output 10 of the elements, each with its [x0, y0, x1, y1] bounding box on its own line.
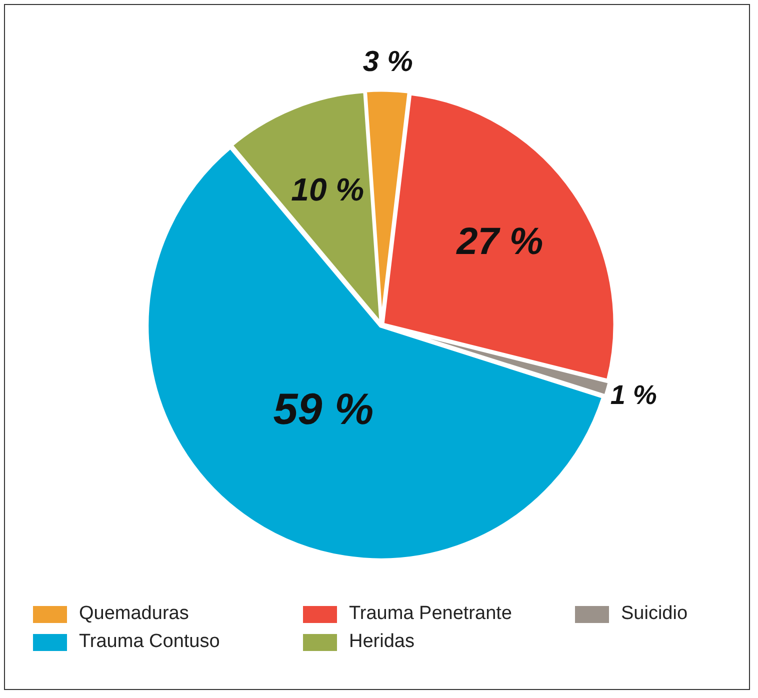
legend-label: Suicidio: [621, 603, 688, 625]
legend-label: Trauma Contuso: [79, 631, 220, 653]
legend-label: Heridas: [349, 631, 414, 653]
legend-label: Trauma Penetrante: [349, 603, 512, 625]
data-label: 1 %: [610, 380, 657, 410]
data-label: 59 %: [273, 384, 374, 434]
data-label: 3 %: [362, 46, 413, 78]
data-label: 10 %: [291, 171, 364, 208]
data-label: 27 %: [456, 220, 544, 263]
legend-label: Quemaduras: [79, 603, 189, 625]
